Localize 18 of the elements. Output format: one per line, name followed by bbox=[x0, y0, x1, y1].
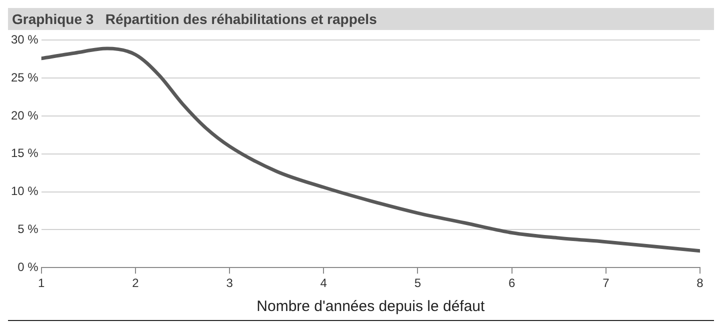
x-axis-title: Nombre d'années depuis le défaut bbox=[256, 298, 486, 316]
line-series bbox=[41, 46, 700, 253]
y-tick-label: 10 % bbox=[10, 184, 39, 198]
x-tick-label: 8 bbox=[696, 276, 704, 290]
y-tick-label: 20 % bbox=[10, 108, 39, 122]
y-tick-label: 0 % bbox=[18, 260, 39, 274]
y-tick-label: 30 % bbox=[10, 32, 39, 47]
x-tick-label: 7 bbox=[602, 276, 610, 290]
y-tick-label: 15 % bbox=[10, 146, 39, 160]
x-tick-label: 2 bbox=[132, 276, 140, 290]
y-tick-label: 5 % bbox=[18, 222, 39, 236]
chart-title: Graphique 3 Répartition des réhabilitations et rappels bbox=[8, 8, 714, 30]
x-tick-label: 1 bbox=[38, 276, 46, 290]
x-tick-label: 4 bbox=[320, 276, 328, 290]
y-tick-label: 25 % bbox=[10, 70, 39, 84]
x-tick-label: 5 bbox=[414, 276, 422, 290]
x-tick-label: 6 bbox=[508, 276, 516, 290]
x-tick-label: 3 bbox=[226, 276, 234, 290]
